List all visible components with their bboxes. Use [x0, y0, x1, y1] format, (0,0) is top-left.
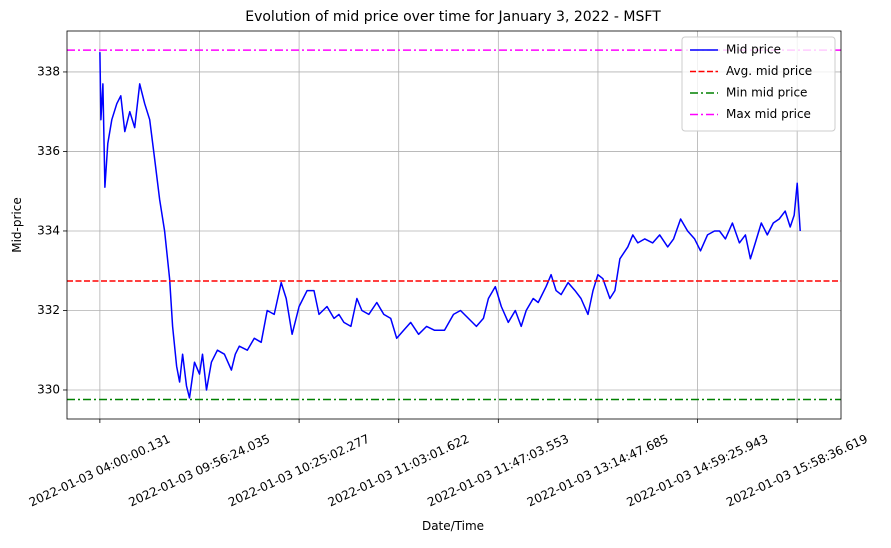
y-tick-label: 338 — [37, 64, 60, 78]
plot-frame — [66, 30, 842, 420]
line-series — [99, 52, 801, 399]
y-tick-label: 336 — [37, 144, 60, 158]
legend-label: Avg. mid price — [726, 64, 812, 78]
legend-label: Min mid price — [726, 86, 807, 100]
y-tick-label: 332 — [37, 303, 60, 317]
legend: Mid price Avg. mid price Min mid price Max … — [681, 36, 836, 132]
y-tick-label: 330 — [37, 382, 60, 396]
x-axis-label: Date/Time — [422, 519, 484, 533]
chart-title: Evolution of mid price over time for Jan… — [245, 9, 661, 25]
legend-box — [681, 36, 836, 132]
legend-label: Max mid price — [726, 107, 811, 121]
y-axis-label: Mid-price — [10, 197, 24, 253]
legend-label: Mid price — [726, 43, 781, 57]
y-tick-label: 334 — [37, 223, 60, 237]
